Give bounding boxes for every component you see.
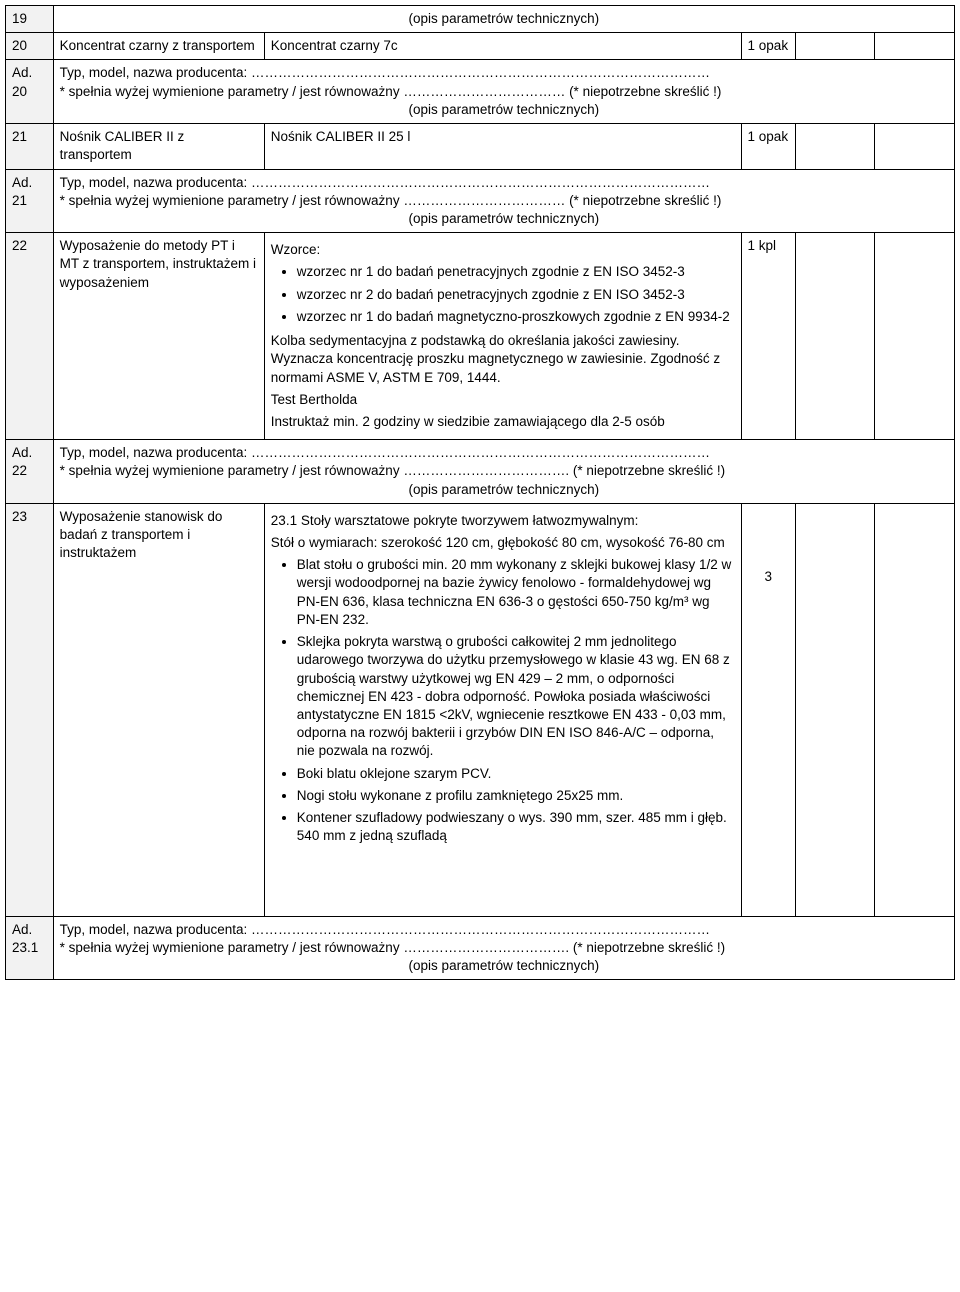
opis-line: (opis parametrów technicznych) [60,210,948,228]
empty-cell [875,33,955,60]
list-item: Kontener szufladowy podwieszany o wys. 3… [297,809,735,845]
ad-body: Typ, model, nazwa producenta: …………………………… [53,440,954,504]
table-row: 20 Koncentrat czarny z transportem Konce… [6,33,955,60]
list-item: Sklejka pokryta warstwą o grubości całko… [297,633,735,761]
desc-paragraph: Kolba sedymentacyjna z podstawką do okre… [271,332,735,387]
empty-cell [796,124,875,169]
wzorce-list: wzorzec nr 1 do badań penetracyjnych zgo… [271,263,735,326]
row-opis: (opis parametrów technicznych) [53,6,954,33]
producer-line: Typ, model, nazwa producenta: …………………………… [60,921,948,939]
opis-line: (opis parametrów technicznych) [60,101,948,119]
table-row: Ad. 22 Typ, model, nazwa producenta: ………… [6,440,955,504]
row-number: 20 [6,33,54,60]
ad-body: Typ, model, nazwa producenta: …………………………… [53,916,954,980]
table-row: 21 Nośnik CALIBER II z transportem Nośni… [6,124,955,169]
spec-table: 19 (opis parametrów technicznych) 20 Kon… [5,5,955,980]
item-qty: 3 [741,503,795,916]
empty-cell [796,33,875,60]
item-qty: 1 opak [741,124,795,169]
producer-line: Typ, model, nazwa producenta: …………………………… [60,64,948,82]
producer-line: Typ, model, nazwa producenta: …………………………… [60,444,948,462]
item-qty: 1 opak [741,33,795,60]
item-name: Nośnik CALIBER II z transportem [53,124,264,169]
item-name: Koncentrat czarny z transportem [53,33,264,60]
desc-paragraph: Stół o wymiarach: szerokość 120 cm, głęb… [271,534,735,552]
ad-label: Ad. 21 [6,169,54,233]
desc-paragraph: Instruktaż min. 2 godziny w siedzibie za… [271,413,735,431]
empty-cell [796,233,875,440]
empty-cell [875,124,955,169]
equiv-line: * spełnia wyżej wymienione parametry / j… [60,83,948,101]
row-number: 19 [6,6,54,33]
empty-cell [875,233,955,440]
equiv-line: * spełnia wyżej wymienione parametry / j… [60,462,948,480]
wzorce-header: Wzorce: [271,241,735,259]
desc-header: 23.1 Stoły warsztatowe pokryte tworzywem… [271,512,735,530]
list-item: Boki blatu oklejone szarym PCV. [297,765,735,783]
table-row: Ad. 21 Typ, model, nazwa producenta: ………… [6,169,955,233]
item-desc: Wzorce: wzorzec nr 1 do badań penetracyj… [264,233,741,440]
equiv-line: * spełnia wyżej wymienione parametry / j… [60,939,948,957]
empty-cell [796,503,875,916]
opis-line: (opis parametrów technicznych) [60,481,948,499]
item-name: Wyposażenie stanowisk do badań z transpo… [53,503,264,916]
list-item: wzorzec nr 1 do badań magnetyczno-proszk… [297,308,735,326]
table-row: Ad. 23.1 Typ, model, nazwa producenta: …… [6,916,955,980]
row-number: 23 [6,503,54,916]
item-name: Wyposażenie do metody PT i MT z transpor… [53,233,264,440]
list-item: Blat stołu o grubości min. 20 mm wykonan… [297,556,735,629]
producer-line: Typ, model, nazwa producenta: …………………………… [60,174,948,192]
row-number: 21 [6,124,54,169]
row-number: 22 [6,233,54,440]
ad-body: Typ, model, nazwa producenta: …………………………… [53,60,954,124]
qty-value: 3 [765,569,773,584]
list-item: wzorzec nr 2 do badań penetracyjnych zgo… [297,286,735,304]
table-row: Ad. 20 Typ, model, nazwa producenta: ………… [6,60,955,124]
desc-paragraph: Test Bertholda [271,391,735,409]
list-item: wzorzec nr 1 do badań penetracyjnych zgo… [297,263,735,281]
item-qty: 1 kpl [741,233,795,440]
item-desc: Nośnik CALIBER II 25 l [264,124,741,169]
ad-body: Typ, model, nazwa producenta: …………………………… [53,169,954,233]
ad-label: Ad. 20 [6,60,54,124]
empty-cell [875,503,955,916]
table-row: 23 Wyposażenie stanowisk do badań z tran… [6,503,955,916]
ad-label: Ad. 22 [6,440,54,504]
table-row: 22 Wyposażenie do metody PT i MT z trans… [6,233,955,440]
item-desc: Koncentrat czarny 7c [264,33,741,60]
table-row: 19 (opis parametrów technicznych) [6,6,955,33]
spacer [271,852,735,912]
opis-line: (opis parametrów technicznych) [60,957,948,975]
ad-label: Ad. 23.1 [6,916,54,980]
equiv-line: * spełnia wyżej wymienione parametry / j… [60,192,948,210]
spec-list: Blat stołu o grubości min. 20 mm wykonan… [271,556,735,845]
item-desc: 23.1 Stoły warsztatowe pokryte tworzywem… [264,503,741,916]
list-item: Nogi stołu wykonane z profilu zamknięteg… [297,787,735,805]
